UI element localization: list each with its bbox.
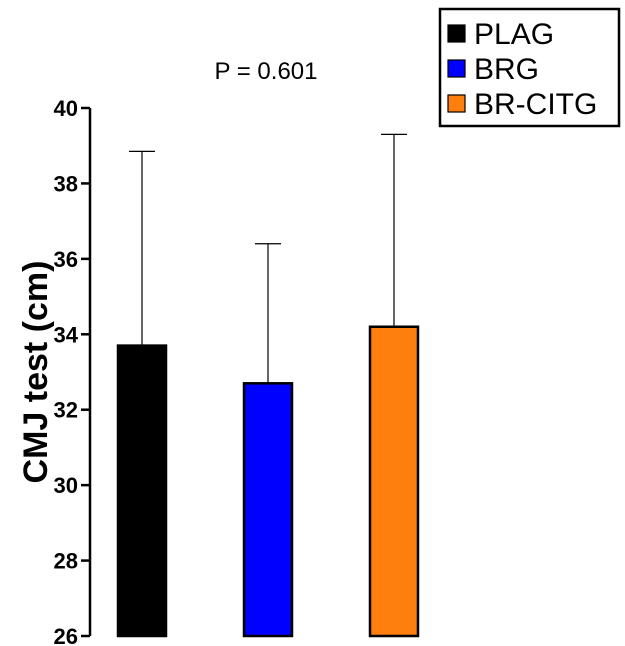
bar-br-citg [368, 325, 420, 638]
y-tick-label: 32 [54, 398, 78, 423]
legend-swatch [447, 94, 466, 113]
y-tick-label: 28 [54, 549, 78, 574]
legend-box [438, 7, 621, 128]
bars [116, 325, 420, 638]
bar-plag [116, 344, 168, 638]
y-tick-label: 36 [54, 247, 78, 272]
y-axis-label: CMJ test (cm) [17, 261, 55, 484]
axes: 26 28 30 32 34 36 38 40 [54, 96, 92, 646]
y-tick-label: 40 [54, 96, 78, 121]
bar-brg [242, 382, 294, 638]
y-tick-label: 30 [54, 473, 78, 498]
y-tick-label: 38 [54, 171, 78, 196]
y-tick-label: 26 [54, 624, 78, 646]
p-value-annotation: P = 0.601 [215, 58, 318, 85]
error-bars [129, 133, 407, 384]
legend-label: PLAG [474, 18, 554, 51]
legend-label: BRG [474, 53, 539, 86]
legend-swatch [447, 24, 466, 43]
legend-label: BR-CITG [474, 88, 597, 121]
legend-swatch [447, 59, 466, 78]
y-tick-label: 34 [54, 322, 79, 347]
